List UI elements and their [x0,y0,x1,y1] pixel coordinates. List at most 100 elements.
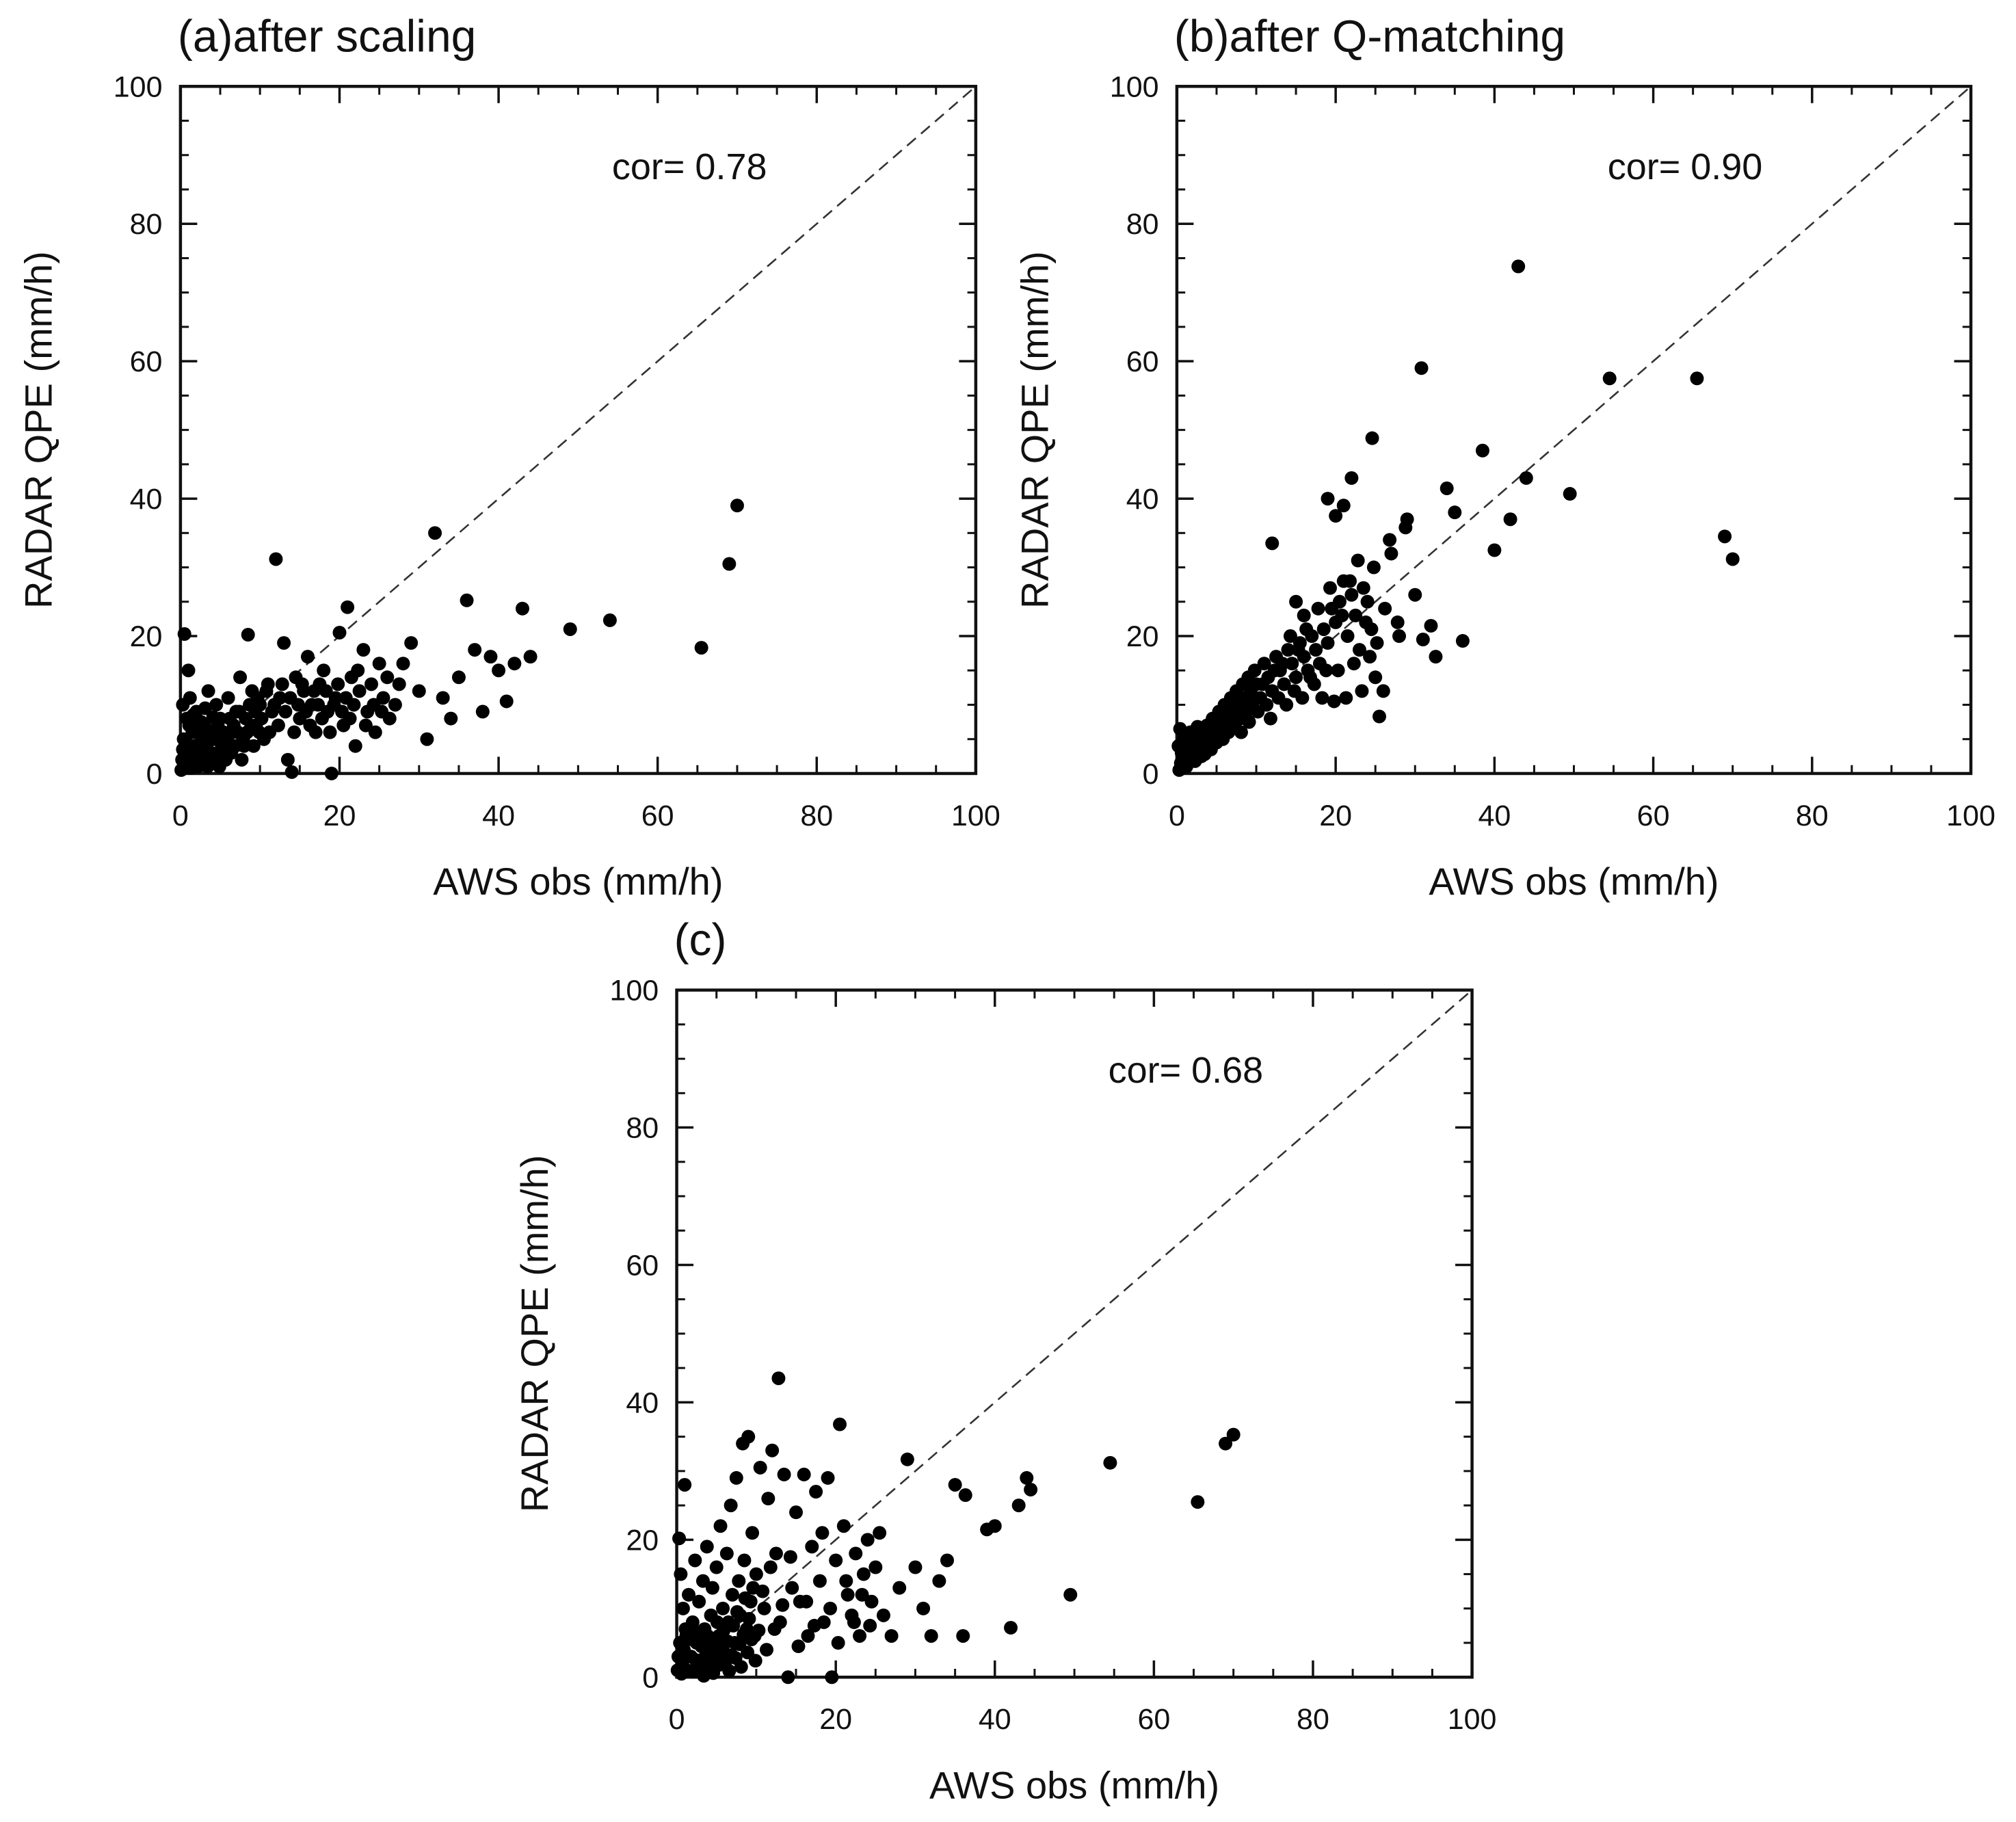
data-point [284,765,299,779]
data-point [1503,512,1517,527]
data-point [797,1467,811,1481]
data-point [332,626,347,639]
data-point [884,1628,899,1643]
data-point [932,1574,946,1588]
data-point [1519,471,1533,485]
data-point [1257,657,1271,671]
data-point [254,711,269,726]
data-point [753,1460,767,1475]
data-point [259,684,274,698]
data-point [694,641,708,655]
data-point [1359,615,1373,629]
data-point [864,1594,879,1609]
data-point [1218,722,1232,736]
data-point [1289,670,1303,685]
data-point [805,1540,819,1554]
data-point [269,552,283,566]
data-point [341,600,355,614]
y-tick-label: 40 [130,483,163,516]
data-point [347,698,361,712]
data-point [352,684,367,698]
data-point [672,1531,687,1546]
data-point [1563,487,1577,501]
chart-title: (b)after Q-matching [1174,10,1565,61]
data-point [428,526,442,540]
data-point [839,1574,853,1588]
data-point [483,650,498,664]
data-point [1315,691,1329,705]
data-point [833,1417,847,1431]
data-point [209,698,224,712]
y-tick-label: 20 [626,1524,659,1557]
y-tick-label: 40 [626,1386,659,1419]
data-point [444,711,458,726]
data-point [499,694,514,709]
data-point [812,1574,827,1588]
data-point [726,1618,741,1633]
x-tick-label: 40 [979,1703,1011,1736]
data-point [1277,677,1291,691]
data-point [1455,634,1470,648]
data-point [1349,608,1363,622]
data-point [956,1628,970,1643]
correlation-annotation: cor= 0.68 [1109,1050,1264,1091]
data-point [694,1639,708,1654]
data-point [396,657,410,671]
data-point [1194,749,1208,763]
data-point [1285,657,1299,671]
data-point [690,1625,704,1639]
data-point [1011,1498,1026,1513]
data-point [1398,520,1413,535]
data-point [767,1622,782,1636]
data-point [761,1492,775,1506]
data-point [769,1546,783,1561]
data-point [348,739,362,753]
data-point [201,684,215,698]
data-point [760,1643,773,1657]
data-point [1321,636,1335,650]
data-point [351,663,365,678]
data-point [876,1608,890,1622]
data-point [1191,719,1205,734]
data-point [916,1601,931,1615]
data-point [388,698,402,712]
data-point [1344,587,1359,602]
data-point [1370,636,1384,650]
data-point [674,1567,688,1581]
one-to-one-reference-line [1176,85,1972,774]
data-point [299,704,313,719]
one-to-one-reference-line [180,85,977,774]
x-tick-label: 80 [1297,1703,1329,1736]
data-point [179,735,194,750]
data-point [1246,691,1260,705]
data-point [1344,471,1359,485]
data-point [892,1581,907,1595]
data-point [307,684,321,698]
data-point [734,1660,748,1674]
data-point [183,691,197,705]
y-axis-label: RADAR QPE (mm/h) [1013,251,1056,609]
data-point [900,1452,914,1466]
one-to-one-reference-line [676,989,1473,1678]
data-point [1511,259,1526,274]
data-point [380,670,395,685]
data-point [404,636,419,650]
x-tick-label: 100 [1448,1703,1497,1736]
data-point [809,1485,823,1499]
x-tick-label: 60 [641,800,674,832]
data-point [1311,601,1325,616]
data-point [807,1618,821,1633]
data-point [295,677,309,691]
data-point [831,1636,845,1650]
y-tick-label: 0 [146,758,163,791]
y-tick-label: 60 [626,1249,659,1282]
data-point [1392,629,1407,644]
data-point [1329,509,1343,523]
data-point [1340,629,1355,644]
data-point [278,704,293,719]
data-point [1202,739,1217,753]
data-point [763,1560,778,1574]
data-point [840,1587,855,1602]
y-tick-label: 40 [1126,483,1159,516]
